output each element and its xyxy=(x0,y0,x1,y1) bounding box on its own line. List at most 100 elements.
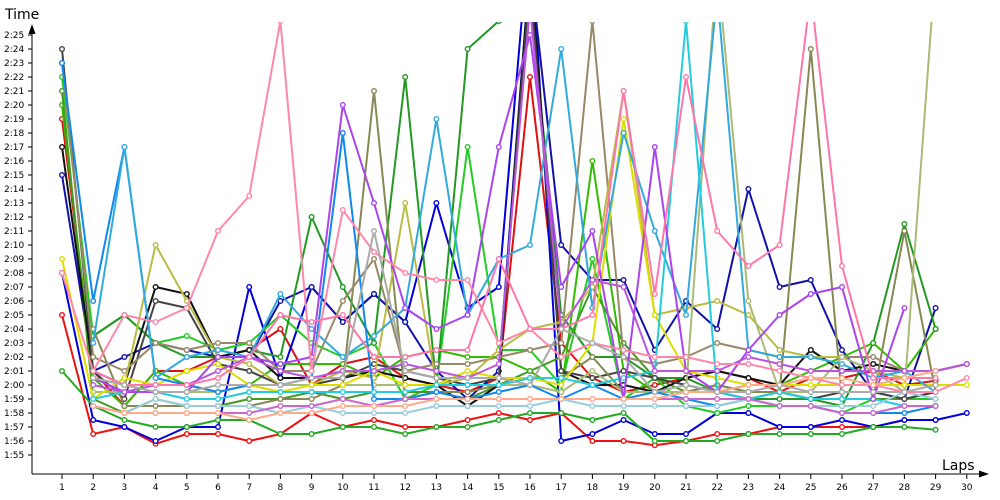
x-tick-label: 18 xyxy=(587,483,599,493)
data-point xyxy=(527,368,534,375)
series-line xyxy=(92,230,936,393)
data-point xyxy=(870,424,877,431)
y-tick-label: 2:08 xyxy=(4,269,24,279)
data-point xyxy=(433,403,440,410)
y-tick-label: 2:13 xyxy=(4,199,24,209)
data-point xyxy=(745,389,752,396)
data-point xyxy=(558,241,565,248)
data-point xyxy=(807,375,814,382)
x-axis-arrow xyxy=(979,470,989,478)
data-point xyxy=(90,340,97,347)
x-tick-label: 22 xyxy=(711,483,722,493)
data-point xyxy=(620,284,627,291)
data-point xyxy=(402,73,409,80)
data-point xyxy=(714,227,721,234)
y-axis-arrow xyxy=(28,24,36,34)
data-point xyxy=(963,382,970,389)
data-point xyxy=(464,417,471,424)
data-point xyxy=(214,410,221,417)
y-tick-label: 2:11 xyxy=(4,227,24,237)
data-point xyxy=(620,417,627,424)
data-point xyxy=(464,424,471,431)
data-point xyxy=(589,277,596,284)
data-point xyxy=(527,375,534,382)
data-point xyxy=(214,417,221,424)
data-point xyxy=(152,410,159,417)
data-point xyxy=(589,340,596,347)
data-point xyxy=(495,396,502,403)
data-point xyxy=(371,333,378,340)
data-point xyxy=(433,199,440,206)
data-point xyxy=(277,354,284,361)
data-point xyxy=(246,396,253,403)
data-point xyxy=(745,312,752,319)
data-point xyxy=(776,347,783,354)
series-layer xyxy=(59,22,970,449)
data-point xyxy=(932,403,939,410)
y-tick-label: 2:09 xyxy=(4,255,24,265)
y-tick-label: 2:14 xyxy=(4,185,24,195)
data-point xyxy=(839,410,846,417)
x-tick-label: 7 xyxy=(246,483,252,493)
data-point xyxy=(464,375,471,382)
data-point xyxy=(495,389,502,396)
data-point xyxy=(807,424,814,431)
data-point xyxy=(371,340,378,347)
y-tick-label: 2:18 xyxy=(4,129,24,139)
data-point xyxy=(589,396,596,403)
data-point xyxy=(870,375,877,382)
data-point xyxy=(963,410,970,417)
series-25 xyxy=(90,22,939,389)
data-point xyxy=(464,403,471,410)
data-point xyxy=(901,396,908,403)
data-point xyxy=(495,403,502,410)
data-point xyxy=(308,368,315,375)
data-point xyxy=(214,403,221,410)
data-point xyxy=(683,354,690,361)
data-point xyxy=(214,424,221,431)
data-point xyxy=(932,389,939,396)
data-point xyxy=(839,368,846,375)
data-point xyxy=(589,22,596,24)
data-point xyxy=(214,227,221,234)
data-point xyxy=(152,319,159,326)
data-point xyxy=(214,431,221,438)
x-tick-label: 14 xyxy=(462,483,474,493)
data-point xyxy=(183,382,190,389)
data-point xyxy=(183,396,190,403)
data-point xyxy=(183,305,190,312)
data-point xyxy=(745,403,752,410)
data-point xyxy=(277,396,284,403)
data-point xyxy=(683,73,690,80)
data-point xyxy=(121,143,128,150)
data-point xyxy=(246,438,253,445)
data-point xyxy=(558,396,565,403)
data-point xyxy=(433,361,440,368)
data-point xyxy=(152,396,159,403)
data-point xyxy=(152,403,159,410)
data-point xyxy=(90,368,97,375)
data-point xyxy=(963,375,970,382)
x-tick-label: 1 xyxy=(59,483,65,493)
data-point xyxy=(495,340,502,347)
data-point xyxy=(839,361,846,368)
data-point xyxy=(308,319,315,326)
data-point xyxy=(589,312,596,319)
data-point xyxy=(558,326,565,333)
data-point xyxy=(807,354,814,361)
data-point xyxy=(277,431,284,438)
data-point xyxy=(776,424,783,431)
data-point xyxy=(433,277,440,284)
data-point xyxy=(246,361,253,368)
x-ticks: 1 2 3 4 5 6 7 8 9 10 11 12 13 14 15 16 17 18 19 20 21 22 23 24 2… xyxy=(59,474,973,493)
data-point xyxy=(402,270,409,277)
data-point xyxy=(901,227,908,234)
data-point xyxy=(839,389,846,396)
y-tick-label: 2:10 xyxy=(4,241,24,251)
data-point xyxy=(339,396,346,403)
data-point xyxy=(807,431,814,438)
data-point xyxy=(776,354,783,361)
data-point xyxy=(152,389,159,396)
data-point xyxy=(121,417,128,424)
data-point xyxy=(495,375,502,382)
